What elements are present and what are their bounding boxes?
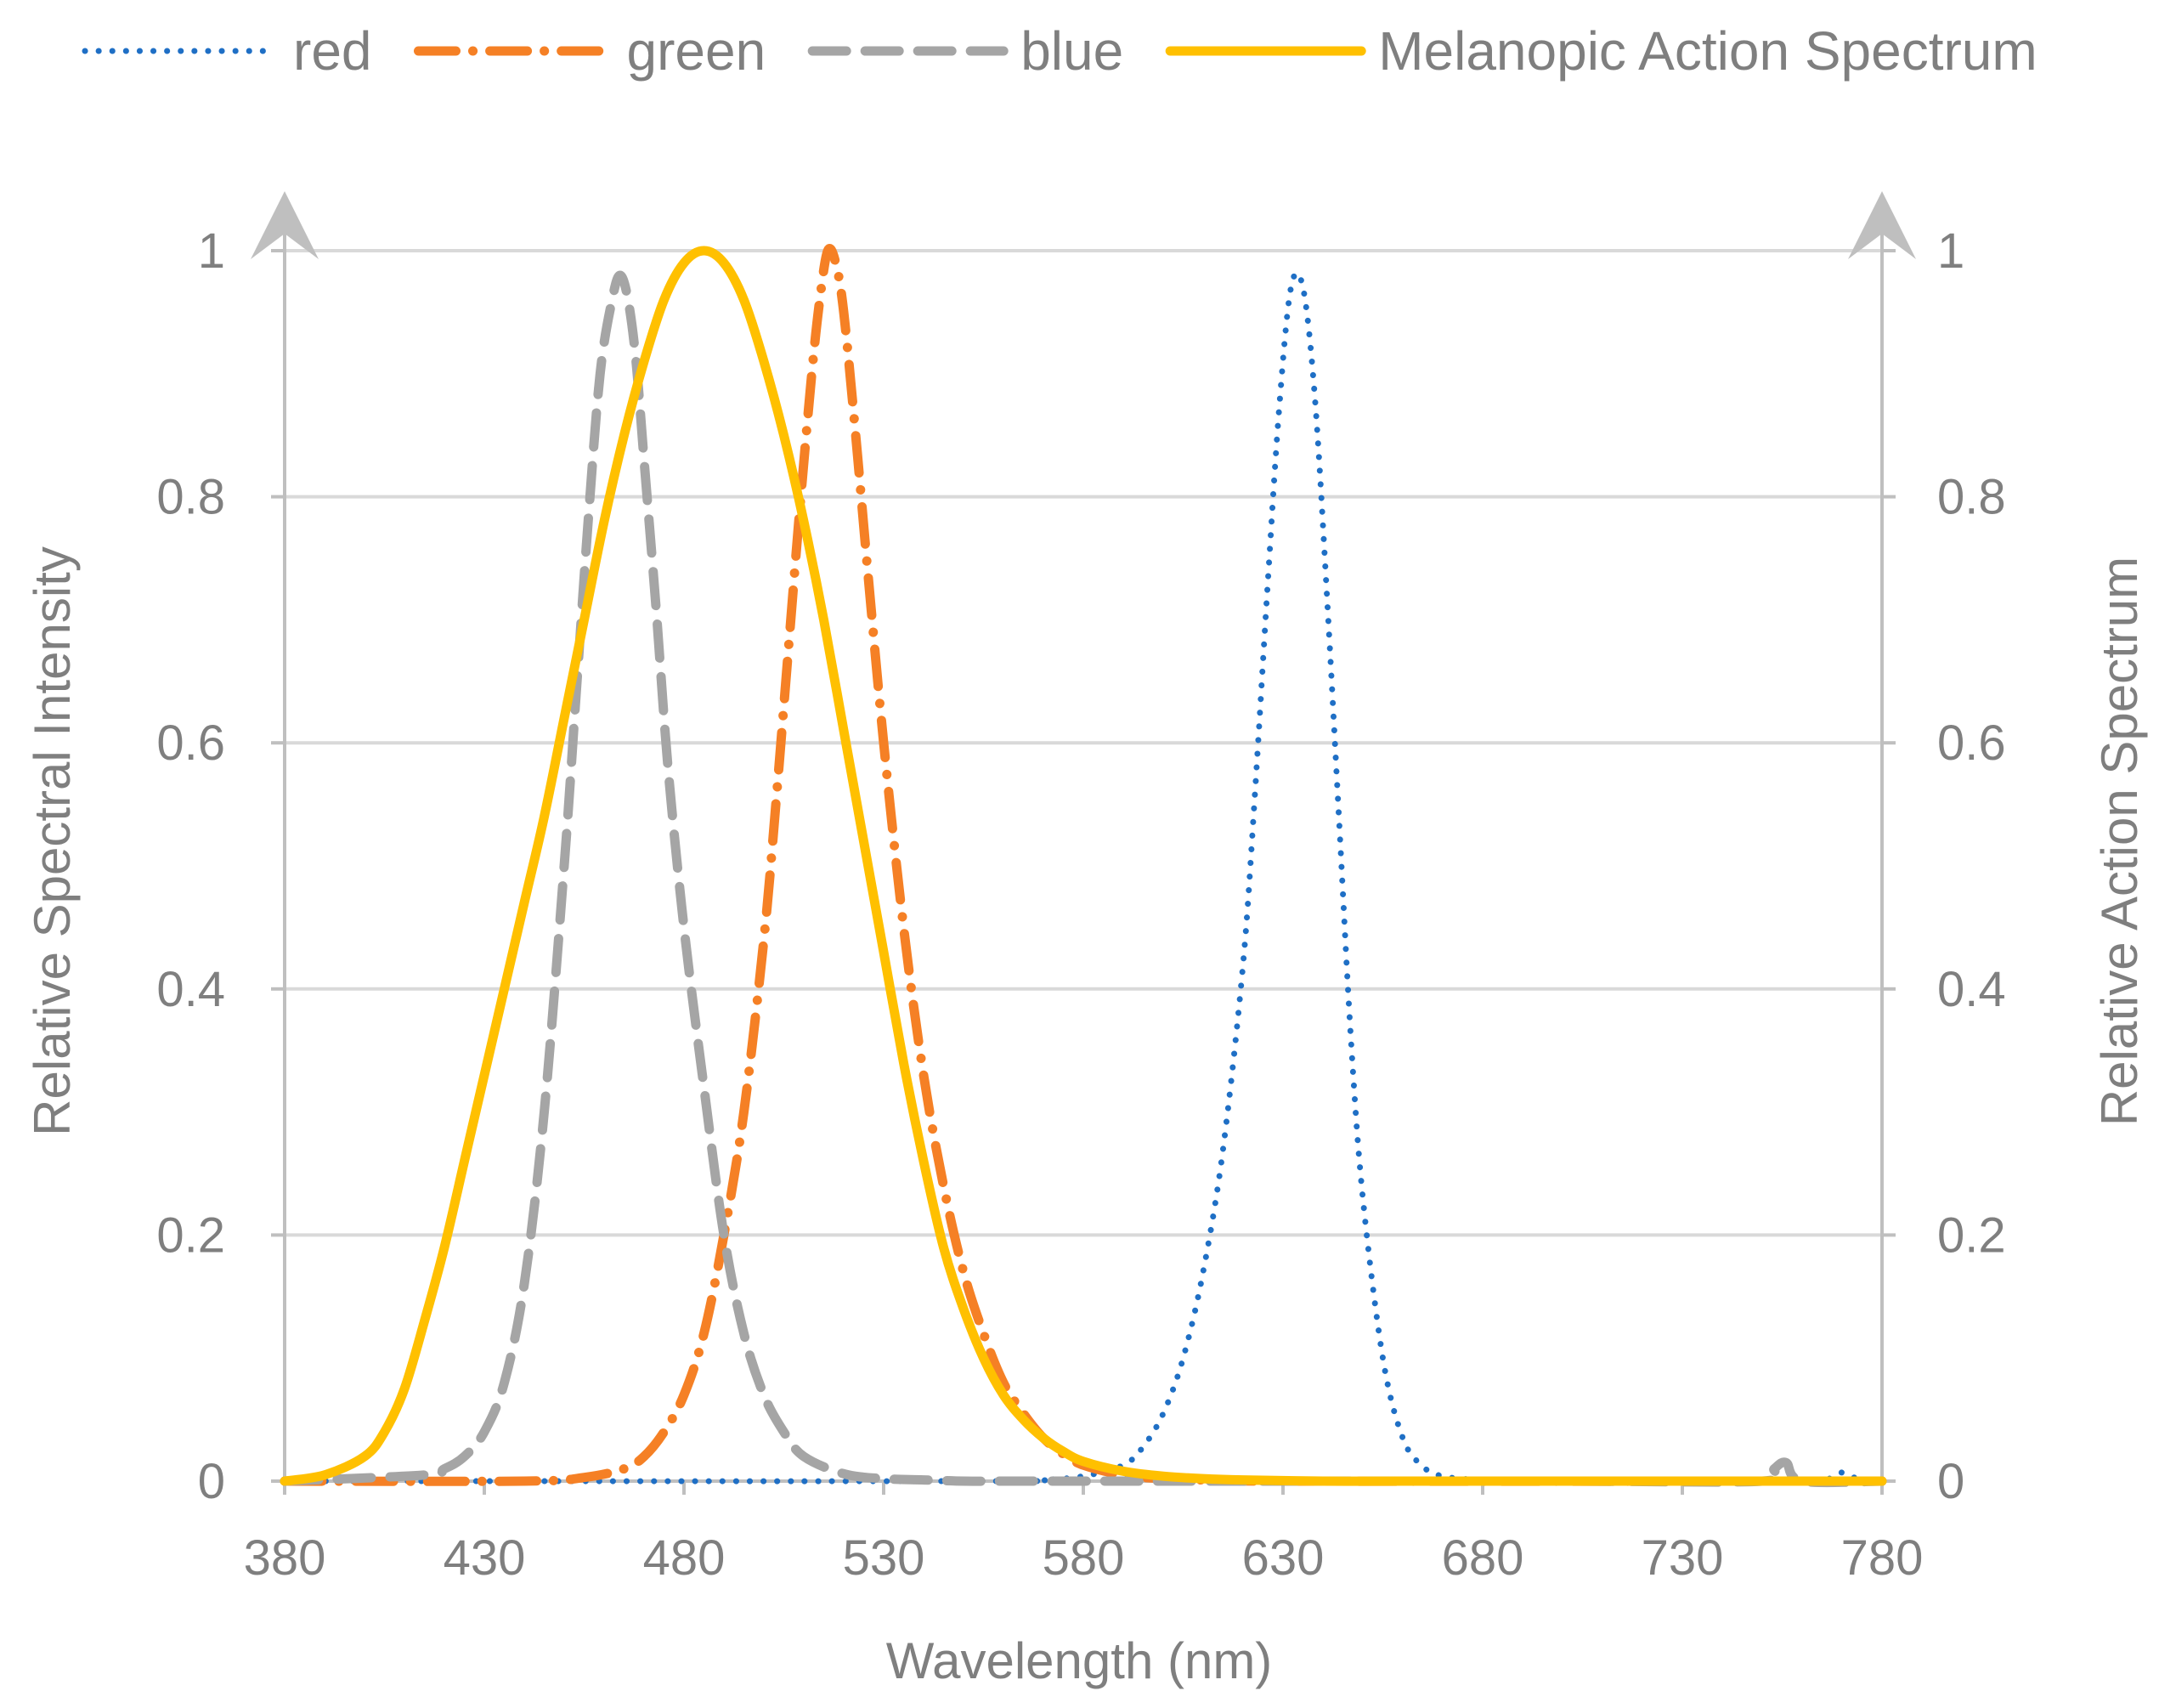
y-tick-label-right-5: 1 bbox=[1937, 223, 1964, 279]
y-axis-title-left: Relative Spectral Intensity bbox=[24, 546, 81, 1136]
y-tick-label-left-3: 0.6 bbox=[156, 715, 225, 771]
x-axis-title: Wavelength (nm) bbox=[886, 1632, 1273, 1689]
series-line-blue bbox=[280, 270, 1887, 1488]
series-line-melanopic-action-spectrum bbox=[280, 246, 1887, 1486]
series-lines bbox=[280, 244, 1887, 1488]
gridlines bbox=[285, 249, 1882, 1237]
y-tick-label-right-1: 0.2 bbox=[1937, 1207, 2006, 1263]
legend-label-red: red bbox=[293, 20, 372, 82]
x-tick-label-6: 680 bbox=[1442, 1530, 1524, 1586]
x-tick-label-2: 480 bbox=[643, 1530, 726, 1586]
y-axis-title-right: Relative Action Spectrum bbox=[2091, 557, 2148, 1126]
axes bbox=[251, 191, 1916, 1495]
y-tick-label-left-2: 0.4 bbox=[156, 962, 225, 1017]
legend-label-melanopic-action-spectrum: Melanopic Action Spectrum bbox=[1378, 20, 2037, 82]
y-tick-label-left-4: 0.8 bbox=[156, 470, 225, 525]
x-tick-label-1: 430 bbox=[444, 1530, 526, 1586]
y-tick-label-left-0: 0 bbox=[198, 1454, 225, 1509]
y-tick-label-left-5: 1 bbox=[198, 223, 225, 279]
legend: red green blue Melanopic Action Spectrum bbox=[82, 20, 2037, 82]
x-tick-label-0: 380 bbox=[244, 1530, 326, 1586]
x-tick-label-5: 630 bbox=[1242, 1530, 1325, 1586]
x-tick-label-8: 780 bbox=[1841, 1530, 1924, 1586]
legend-label-blue: blue bbox=[1020, 20, 1123, 82]
x-tick-label-7: 730 bbox=[1642, 1530, 1724, 1586]
y-tick-label-right-3: 0.6 bbox=[1937, 715, 2006, 771]
y-tick-label-right-2: 0.4 bbox=[1937, 962, 2006, 1017]
y-tick-label-right-4: 0.8 bbox=[1937, 470, 2006, 525]
series-line-green bbox=[280, 244, 1887, 1486]
y-tick-label-left-1: 0.2 bbox=[156, 1207, 225, 1263]
y-axis-arrow-left bbox=[251, 191, 319, 259]
y-axis-arrow-right bbox=[1848, 191, 1916, 259]
x-tick-label-4: 580 bbox=[1043, 1530, 1125, 1586]
series-line-red bbox=[281, 269, 1885, 1485]
legend-label-green: green bbox=[627, 20, 766, 82]
x-tick-label-3: 530 bbox=[843, 1530, 925, 1586]
tick-labels: 380 430 480 530 580 630 680 730 78000.20.40.60.8… bbox=[156, 223, 2005, 1586]
y-tick-label-right-0: 0 bbox=[1937, 1454, 1964, 1509]
